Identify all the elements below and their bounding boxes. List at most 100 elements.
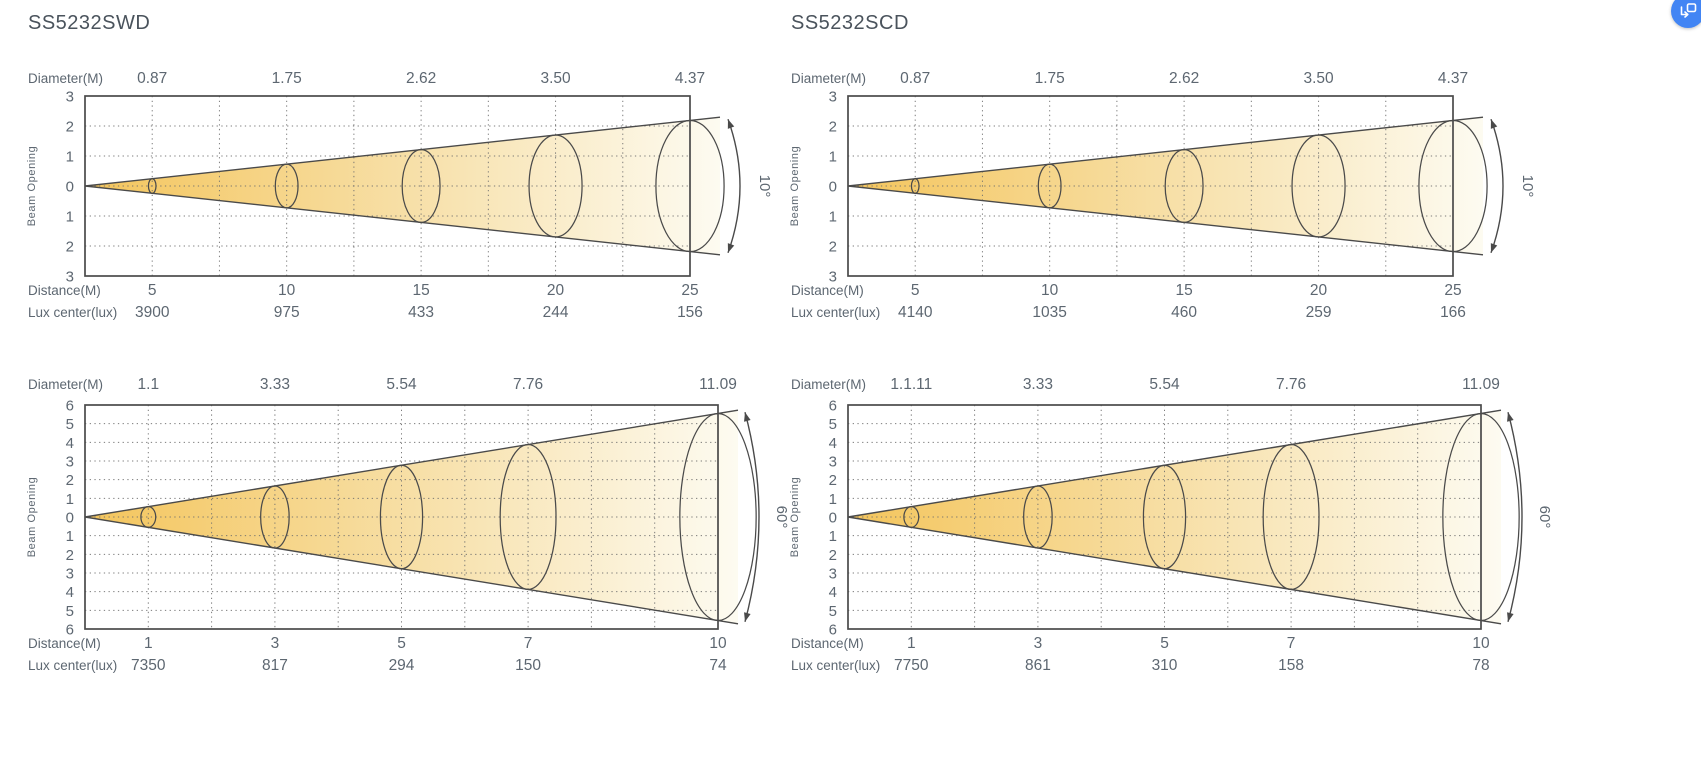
y-tick-label: 2 (829, 239, 837, 256)
diameter-value: 0.87 (900, 70, 930, 87)
y-tick-label: 3 (829, 269, 837, 286)
diameter-value: 2.62 (406, 70, 436, 87)
beam-cone-edge-top (847, 116, 1484, 187)
diameter-row-label: Diameter(M) (28, 377, 103, 392)
arrowhead-up (744, 412, 751, 422)
diameter-value: 2.62 (1169, 70, 1199, 87)
plot-border (847, 95, 1454, 277)
distance-value: 1 (907, 635, 916, 652)
distance-value: 15 (412, 282, 429, 299)
diameter-value: 3.33 (1023, 376, 1053, 393)
beam-section-ellipse (910, 178, 920, 194)
y-tick-label: 3 (829, 454, 837, 471)
y-tick-label: 0 (66, 179, 74, 196)
y-tick-label: 3 (66, 566, 74, 583)
y-tick-label: 2 (66, 472, 74, 489)
y-tick-label: 5 (66, 416, 74, 433)
y-tick-label: 2 (66, 239, 74, 256)
beam-angle-value: 60° (1536, 506, 1553, 529)
diameter-value: 7.76 (513, 376, 543, 393)
beam-section-ellipse (379, 464, 424, 570)
lux-row-label: Lux center(lux) (28, 305, 117, 320)
beam-cone-edge-bottom (847, 516, 1502, 625)
diameter-value: 4.37 (1438, 70, 1468, 87)
translate-page-glyph (1680, 3, 1697, 18)
arrowhead-up (727, 119, 735, 129)
distance-value: 25 (1444, 282, 1461, 299)
y-axis-label: Beam Opening (789, 477, 801, 558)
arrowhead-down (1490, 243, 1498, 253)
beam-cone-edge-top (84, 116, 721, 187)
chart-title-ss5232swd: SS5232SWD (28, 12, 151, 34)
diameter-value: 11.09 (1462, 376, 1500, 393)
beam-section-ellipse (1262, 443, 1320, 591)
lux-value: 4140 (898, 304, 933, 321)
lux-value: 150 (515, 657, 541, 674)
lux-value: 158 (1278, 657, 1304, 674)
y-tick-label: 0 (829, 179, 837, 196)
y-tick-label: 4 (66, 435, 74, 452)
y-tick-label: 2 (66, 547, 74, 564)
y-axis-label: Beam Opening (26, 146, 38, 227)
distance-row-label: Distance(M) (28, 636, 101, 651)
diameter-value: 3.50 (1303, 70, 1334, 87)
distance-value: 1 (144, 635, 153, 652)
beam-section-ellipse (147, 178, 157, 194)
lux-value: 78 (1472, 657, 1489, 674)
distance-value: 5 (911, 282, 920, 299)
diameter-value: 1.1 (138, 376, 160, 393)
y-tick-label: 2 (66, 119, 74, 136)
y-tick-label: 1 (66, 209, 74, 226)
lux-value: 1035 (1032, 304, 1066, 321)
distance-value: 5 (148, 282, 157, 299)
diameter-value: 7.76 (1276, 376, 1306, 393)
distance-value: 5 (1160, 635, 1169, 652)
beam-section-ellipse (1142, 464, 1187, 570)
beam-section-ellipse (401, 148, 441, 224)
y-tick-label: 5 (829, 603, 837, 620)
translate-page-icon[interactable] (1671, 0, 1701, 28)
panel-ss5232swd-10deg: 10° 3 2 1 0 1 2 3 Beam Opening Diameter(M) 0.87 1.7… (0, 56, 800, 331)
distance-value: 3 (1034, 635, 1043, 652)
lux-value: 156 (677, 304, 703, 321)
beam-cone-edge-bottom (84, 185, 721, 256)
beam-angle-arc (727, 118, 741, 254)
beam-section-ellipse (260, 485, 290, 549)
beam-section-ellipse (1023, 485, 1053, 549)
y-tick-label: 5 (66, 603, 74, 620)
panel-ss5232scd-60deg: 60° 6 5 4 3 2 1 0 1 2 3 4 5 6 Beam Opening Diameter(M) 1… (763, 362, 1563, 697)
plot-border (84, 95, 691, 277)
lux-value: 861 (1025, 657, 1051, 674)
panel-ss5232scd-10deg: 10° 3 2 1 0 1 2 3 Beam Opening Diameter(M) 0.87 1.7… (763, 56, 1563, 331)
y-tick-label: 2 (829, 547, 837, 564)
lux-value: 259 (1306, 304, 1332, 321)
lux-value: 975 (274, 304, 300, 321)
diameter-value: 4.37 (675, 70, 705, 87)
diameter-value: 1.75 (1035, 70, 1065, 87)
plot-border (84, 404, 719, 630)
beam-section-ellipse (903, 506, 920, 528)
lux-value: 3900 (135, 304, 170, 321)
distance-value: 10 (278, 282, 296, 299)
beam-angle-value: 10° (756, 175, 773, 198)
diameter-value: 5.54 (1149, 376, 1180, 393)
y-tick-label: 3 (66, 454, 74, 471)
y-tick-label: 0 (66, 510, 74, 527)
distance-value: 10 (709, 635, 727, 652)
beam-angle-arc (1490, 118, 1504, 254)
lux-value: 7350 (131, 657, 166, 674)
distance-value: 10 (1472, 635, 1490, 652)
y-tick-label: 4 (66, 584, 74, 601)
distance-row-label: Distance(M) (791, 283, 864, 298)
diameter-row-label: Diameter(M) (28, 71, 103, 86)
y-tick-label: 4 (829, 435, 837, 452)
y-tick-label: 1 (66, 528, 74, 545)
lux-value: 460 (1171, 304, 1197, 321)
distance-value: 15 (1175, 282, 1192, 299)
beam-section-ellipse (274, 163, 299, 209)
y-tick-label: 6 (66, 398, 74, 415)
y-tick-label: 6 (66, 622, 74, 639)
beam-section-ellipse (1418, 119, 1488, 253)
beam-angle-arc (1507, 412, 1523, 622)
